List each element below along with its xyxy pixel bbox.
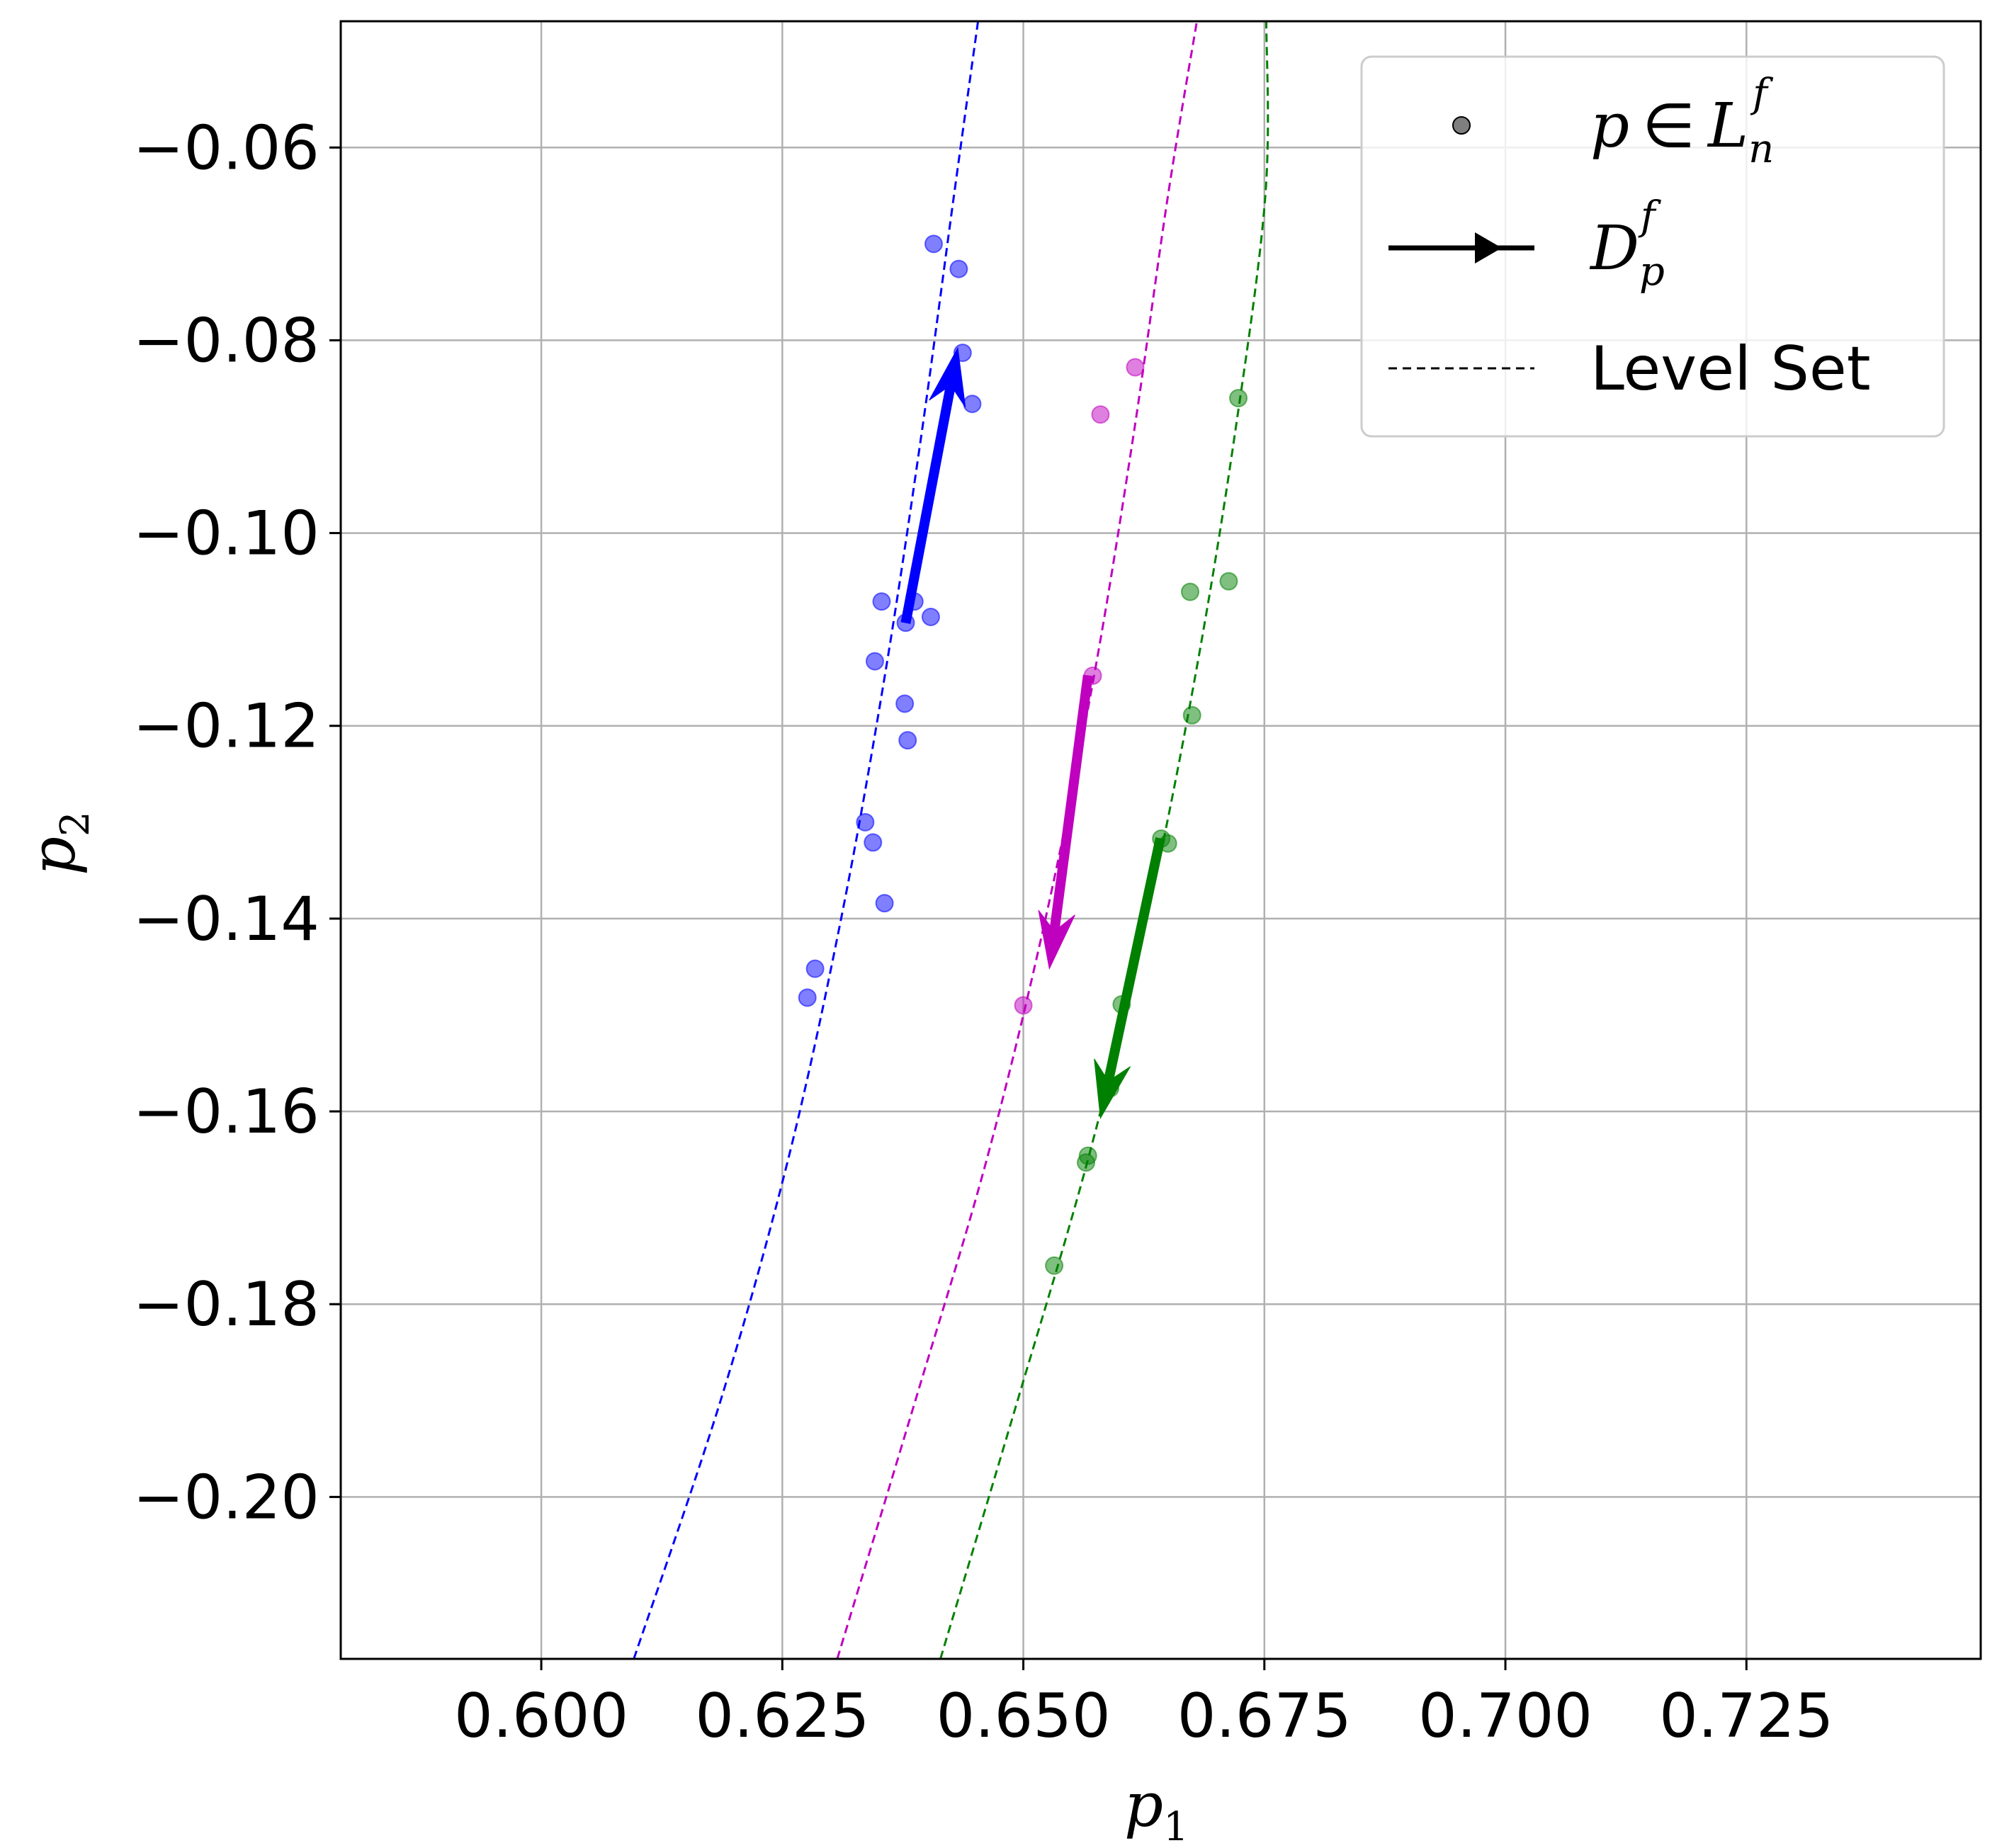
y-tick-label: −0.18 [132, 1269, 319, 1340]
legend: p ∈ Lnf Dpf Level Set [1360, 55, 1945, 438]
legend-entry-level-set: Level Set [1590, 334, 1871, 404]
x-tick-label: 0.650 [936, 1681, 1110, 1752]
data-point [895, 694, 915, 713]
data-point [963, 395, 982, 414]
data-point [875, 894, 894, 913]
x-tick-label: 0.600 [454, 1681, 628, 1752]
data-point [805, 959, 825, 978]
data-point [1091, 405, 1110, 424]
data-point [921, 607, 940, 626]
y-ticks: −0.06 −0.08 −0.10 −0.12 −0.14 −0.16 −0.18 −0.20 [132, 113, 341, 1533]
x-tick-label: 0.625 [695, 1681, 869, 1752]
data-point [1182, 705, 1201, 725]
y-tick-label: −0.08 [132, 305, 319, 376]
y-axis-label: p2 [18, 811, 98, 875]
y-tick-label: −0.06 [132, 113, 319, 183]
data-point [1219, 572, 1238, 591]
y-tick-label: −0.20 [132, 1462, 319, 1533]
data-point [949, 259, 968, 278]
legend-marker-swatch [1452, 116, 1471, 135]
data-point [872, 592, 891, 611]
x-tick-label: 0.700 [1418, 1681, 1592, 1752]
legend-entry-points: p ∈ Lnf [1590, 71, 1774, 172]
x-ticks: 0.600 0.625 0.650 0.675 0.700 0.725 [454, 1659, 1833, 1752]
data-point [1077, 1153, 1096, 1172]
y-tick-label: −0.12 [132, 691, 319, 762]
data-point [1126, 358, 1145, 377]
data-point [1014, 996, 1033, 1015]
data-point [856, 812, 875, 832]
data-point [1045, 1256, 1064, 1275]
data-point [1181, 582, 1200, 601]
x-tick-label: 0.725 [1659, 1681, 1833, 1752]
level-set-curve [939, 21, 1269, 1659]
gradient-arrow [900, 346, 966, 624]
arrows [900, 346, 1165, 1120]
y-tick-label: −0.16 [132, 1077, 319, 1147]
gradient-arrow [1094, 837, 1165, 1120]
legend-entry-gradient: Dpf [1589, 193, 1665, 295]
legend-box [1360, 55, 1945, 438]
data-point [898, 731, 917, 750]
data-point [865, 652, 884, 671]
data-point [924, 234, 943, 254]
data-point [1229, 389, 1248, 408]
plot-frame [339, 20, 1982, 1660]
x-tick-label: 0.675 [1177, 1681, 1352, 1752]
data-point [864, 833, 883, 852]
gradient-arrow [1038, 674, 1093, 970]
x-axis-label: p1 [1124, 1770, 1189, 1848]
grid [341, 21, 1981, 1659]
legend-arrow-head [1475, 232, 1502, 263]
y-tick-label: −0.14 [132, 884, 319, 955]
data-point [798, 988, 817, 1007]
y-tick-label: −0.10 [132, 499, 319, 569]
